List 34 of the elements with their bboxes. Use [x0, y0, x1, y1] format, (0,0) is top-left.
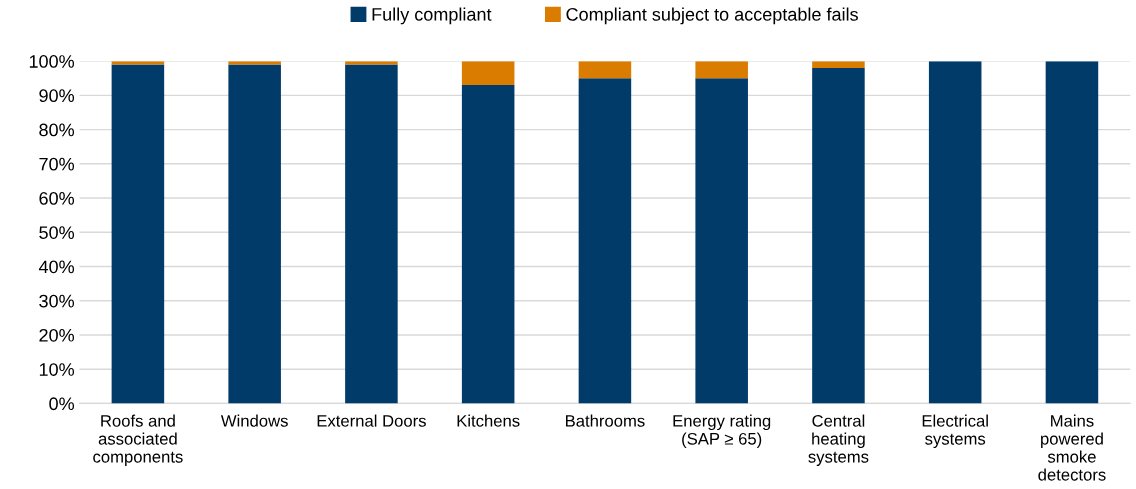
bar: [695, 61, 748, 79]
bar: [578, 61, 632, 79]
x-tick-label: Windows: [220, 414, 288, 427]
y-tick-label: 90%: [39, 89, 75, 103]
bar: [461, 61, 515, 86]
bar: [812, 67, 865, 404]
x-tick-label: Roofs and associated components: [93, 414, 183, 466]
x-tick-label: Kitchens: [457, 414, 520, 427]
legend-label: Compliant subject to acceptable fails: [566, 7, 858, 25]
y-tick-label: 70%: [39, 157, 75, 171]
x-tick-label: Energy rating (SAP ≥ 65): [673, 414, 771, 449]
x-tick-label: Mains powered smoke detectors: [1038, 414, 1106, 481]
bar: [111, 64, 165, 404]
x-tick-label: Electrical systems: [922, 414, 988, 449]
y-tick-label: 20%: [39, 328, 75, 342]
bar: [928, 61, 982, 404]
x-tick-label: Central heating systems: [808, 414, 869, 466]
x-tick-label: Bathrooms: [565, 414, 645, 427]
bar: [1045, 61, 1099, 404]
y-tick-label: 100%: [29, 55, 75, 68]
bar: [695, 78, 748, 404]
y-tick-label: 50%: [39, 226, 75, 239]
y-tick-label: 10%: [39, 363, 75, 376]
bar: [578, 78, 632, 404]
x-tick-label: External Doors: [317, 414, 426, 427]
legend-label: Fully compliant: [372, 7, 492, 25]
bar: [228, 64, 281, 404]
y-tick-label: 0%: [49, 397, 75, 411]
y-tick-label: 80%: [39, 123, 75, 137]
bar: [345, 64, 398, 404]
y-tick-label: 30%: [39, 294, 75, 308]
bar: [461, 85, 515, 404]
y-tick-label: 60%: [39, 191, 75, 205]
y-tick-label: 40%: [38, 260, 75, 274]
